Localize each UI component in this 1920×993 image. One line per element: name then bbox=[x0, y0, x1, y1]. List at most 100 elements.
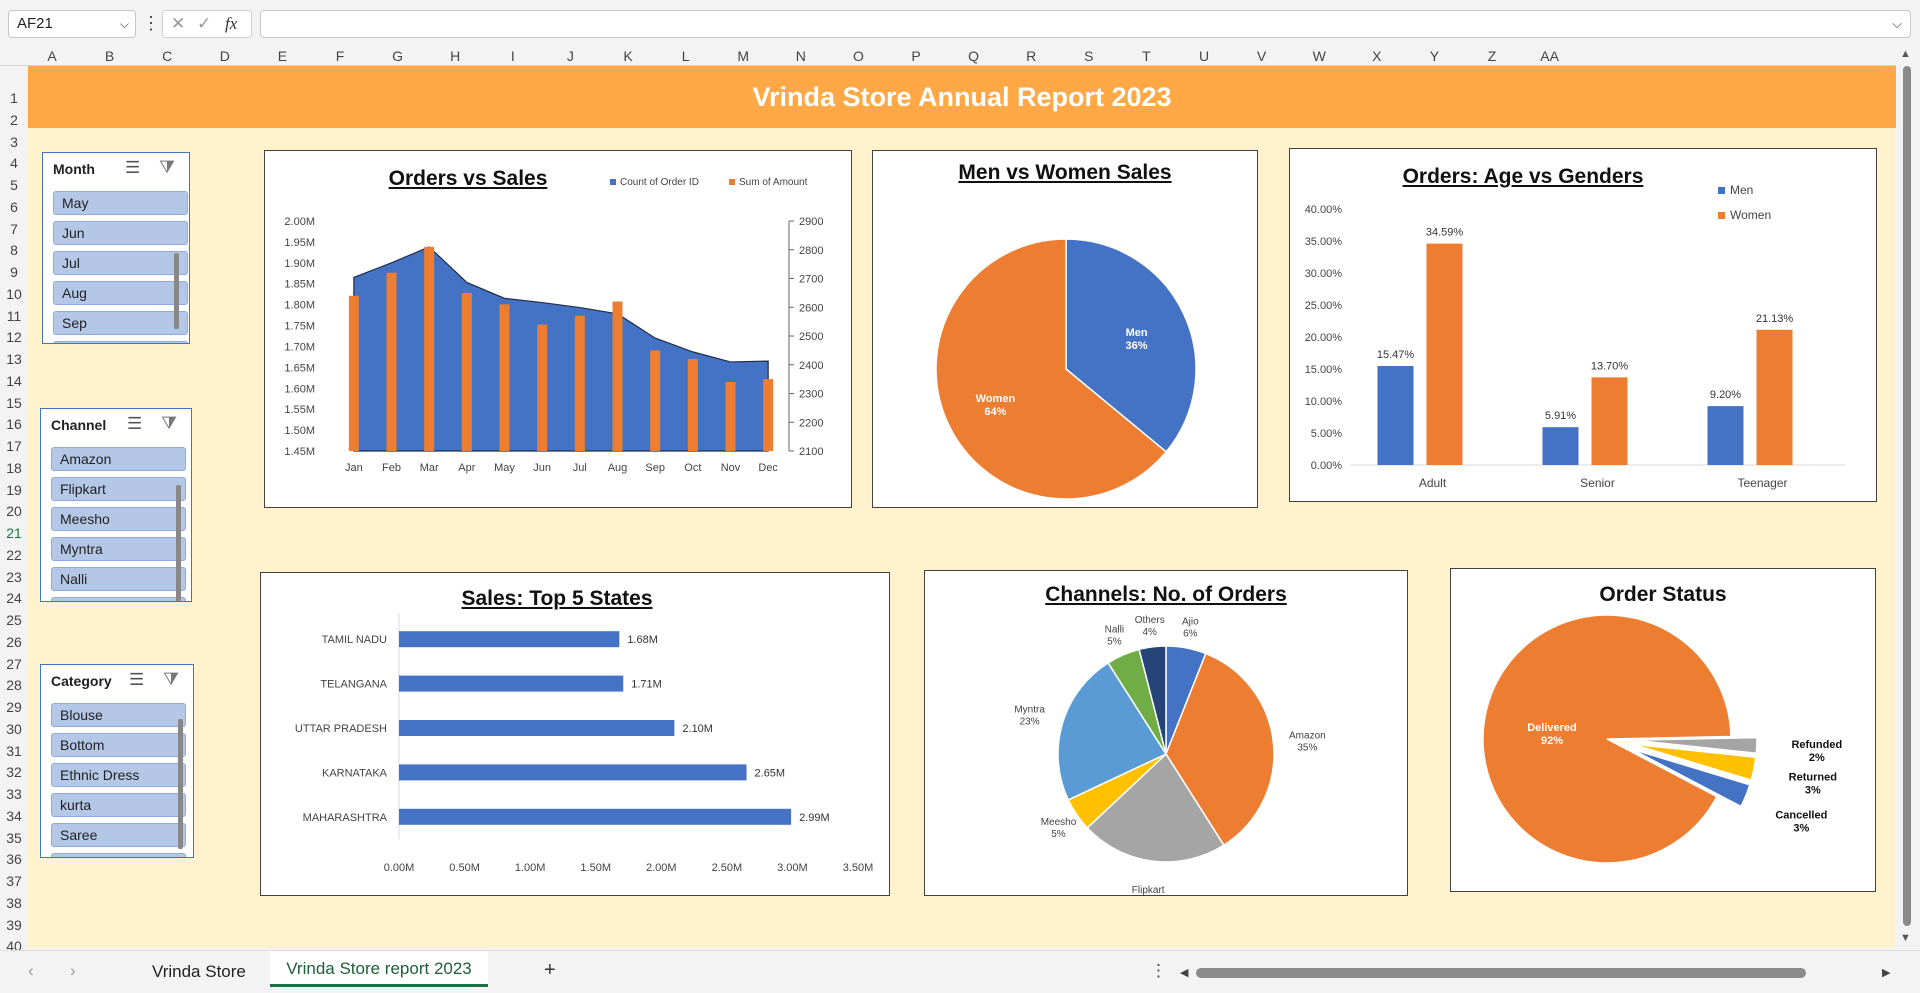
slicer-item-aug[interactable]: Aug bbox=[53, 281, 188, 305]
slicer-scrollbar[interactable] bbox=[174, 253, 179, 329]
column-header[interactable]: I bbox=[510, 48, 515, 64]
slicer-item-jun[interactable]: Jun bbox=[53, 221, 188, 245]
row-header[interactable]: 5 bbox=[10, 177, 18, 193]
slicer-item-oct[interactable]: Oct bbox=[53, 341, 188, 343]
row-header[interactable]: 11 bbox=[6, 307, 22, 324]
slicer-item-others[interactable]: Others bbox=[51, 597, 186, 601]
column-header[interactable]: R bbox=[1026, 48, 1037, 64]
row-header[interactable]: 4 bbox=[10, 155, 18, 172]
column-header[interactable]: H bbox=[450, 48, 461, 64]
slicer-item-amazon[interactable]: Amazon bbox=[51, 447, 186, 471]
row-header[interactable]: 6 bbox=[10, 198, 18, 215]
horizontal-scroll-thumb[interactable] bbox=[1196, 968, 1806, 978]
column-header[interactable]: L bbox=[681, 48, 690, 64]
slicer-item-saree[interactable]: Saree bbox=[51, 823, 186, 847]
top-states-chart[interactable]: Sales: Top 5 States 1.68M TAMIL NADU 1.71M… bbox=[260, 572, 890, 896]
column-header[interactable]: C bbox=[162, 48, 173, 64]
clear-filter-icon[interactable]: ⧩ bbox=[163, 669, 180, 689]
scroll-left-icon[interactable]: ◀ bbox=[1180, 967, 1189, 979]
row-header[interactable]: 27 bbox=[6, 655, 22, 672]
row-header[interactable]: 32 bbox=[6, 764, 22, 781]
row-header[interactable]: 13 bbox=[6, 351, 22, 367]
row-header[interactable]: 37 bbox=[6, 873, 22, 889]
column-header[interactable]: S bbox=[1084, 48, 1094, 64]
column-header[interactable]: J bbox=[566, 48, 574, 64]
column-header[interactable]: A bbox=[47, 48, 57, 64]
slicer-item-sep[interactable]: Sep bbox=[53, 311, 188, 335]
row-header[interactable]: 14 bbox=[6, 372, 22, 389]
slicer-item-may[interactable]: May bbox=[53, 191, 188, 215]
row-header[interactable]: 8 bbox=[10, 242, 18, 259]
column-header[interactable]: E bbox=[277, 48, 288, 64]
channels-orders-chart[interactable]: Channels: No. of Orders Ajio 6% Amazon 35% F… bbox=[924, 570, 1408, 897]
multi-select-icon[interactable]: ☰ bbox=[127, 414, 143, 433]
row-header[interactable]: 21 bbox=[6, 525, 22, 541]
column-header[interactable]: G bbox=[392, 48, 404, 64]
column-header[interactable]: W bbox=[1312, 48, 1326, 64]
column-header[interactable]: Q bbox=[968, 48, 980, 64]
row-header[interactable]: 15 bbox=[6, 394, 22, 411]
row-header[interactable]: 26 bbox=[6, 633, 22, 650]
row-header[interactable]: 22 bbox=[6, 546, 22, 563]
vertical-scroll-thumb[interactable] bbox=[1903, 66, 1911, 926]
row-header[interactable]: 16 bbox=[6, 416, 22, 433]
column-header[interactable]: Y bbox=[1429, 48, 1440, 64]
row-header[interactable]: 35 bbox=[6, 829, 22, 846]
column-header[interactable]: D bbox=[219, 48, 230, 64]
row-header[interactable]: 20 bbox=[6, 503, 22, 520]
more-options-icon[interactable]: ⋮ bbox=[142, 13, 160, 33]
clear-filter-icon[interactable]: ⧩ bbox=[159, 157, 176, 177]
slicer-item-bottom[interactable]: Bottom bbox=[51, 733, 186, 757]
order-status-chart[interactable]: Order Status Delivered 92% Refunded 2% Retur… bbox=[1450, 568, 1876, 892]
prev-sheet-icon[interactable]: ‹ bbox=[28, 961, 34, 980]
multi-select-icon[interactable]: ☰ bbox=[129, 670, 145, 689]
row-header[interactable]: 39 bbox=[6, 916, 22, 933]
clear-filter-icon[interactable]: ⧩ bbox=[161, 413, 178, 433]
row-header[interactable]: 24 bbox=[6, 590, 22, 607]
worksheet-dashboard[interactable]: Vrinda Store Annual Report 2023 Month ☰ ⧩ M… bbox=[28, 66, 1896, 948]
row-header[interactable]: 33 bbox=[6, 786, 22, 802]
slicer-item-meesho[interactable]: Meesho bbox=[51, 507, 186, 531]
column-header[interactable]: X bbox=[1372, 48, 1382, 64]
row-header[interactable]: 3 bbox=[10, 133, 18, 150]
slicer-item-kurta[interactable]: kurta bbox=[51, 793, 186, 817]
slicer-item-blouse[interactable]: Blouse bbox=[51, 703, 186, 727]
column-header[interactable]: V bbox=[1256, 48, 1267, 64]
row-header[interactable]: 38 bbox=[6, 894, 22, 911]
next-sheet-icon[interactable]: › bbox=[70, 961, 76, 980]
slicer-scrollbar[interactable] bbox=[176, 485, 181, 601]
row-header[interactable]: 18 bbox=[6, 459, 22, 476]
age-vs-gender-chart[interactable]: Orders: Age vs Genders 40.00% 35.00% 30.00… bbox=[1289, 148, 1877, 502]
column-header[interactable]: B bbox=[104, 48, 115, 64]
column-header[interactable]: F bbox=[335, 48, 345, 64]
more-options-icon[interactable]: ⋮ bbox=[1150, 961, 1167, 980]
add-sheet-icon[interactable]: + bbox=[544, 959, 556, 981]
row-header[interactable]: 28 bbox=[6, 677, 22, 694]
formula-input[interactable]: ⌵ bbox=[260, 10, 1911, 38]
slicer-item-jul[interactable]: Jul bbox=[53, 251, 188, 275]
multi-select-icon[interactable]: ☰ bbox=[125, 158, 141, 177]
chevron-down-icon[interactable]: ⌵ bbox=[119, 17, 129, 31]
name-box[interactable]: AF21 ⌵ bbox=[8, 10, 136, 38]
row-header[interactable]: 29 bbox=[6, 699, 22, 715]
row-header[interactable]: 30 bbox=[6, 720, 22, 737]
sheet-tab-report-2023[interactable]: Vrinda Store report 2023 bbox=[270, 951, 488, 987]
column-header[interactable]: N bbox=[795, 48, 806, 64]
row-header[interactable]: 17 bbox=[6, 438, 22, 454]
row-header[interactable]: 1 bbox=[10, 90, 18, 106]
function-icon[interactable]: fx bbox=[225, 14, 238, 33]
row-header[interactable]: 19 bbox=[6, 481, 22, 498]
column-header[interactable]: T bbox=[1142, 48, 1151, 64]
row-header[interactable]: 2 bbox=[10, 111, 18, 128]
column-header[interactable]: U bbox=[1198, 48, 1210, 64]
slicer-scrollbar[interactable] bbox=[178, 719, 183, 849]
scroll-down-icon[interactable]: ▼ bbox=[1900, 932, 1911, 944]
scroll-right-icon[interactable]: ▶ bbox=[1882, 967, 1891, 979]
row-header[interactable]: 12 bbox=[6, 329, 22, 346]
slicer-item-flipkart[interactable]: Flipkart bbox=[51, 477, 186, 501]
expand-formula-icon[interactable]: ⌵ bbox=[1892, 16, 1902, 31]
row-header[interactable]: 36 bbox=[6, 851, 22, 868]
column-header[interactable]: M bbox=[737, 48, 750, 64]
scroll-up-icon[interactable]: ▲ bbox=[1900, 48, 1911, 60]
row-header[interactable]: 7 bbox=[10, 220, 18, 237]
